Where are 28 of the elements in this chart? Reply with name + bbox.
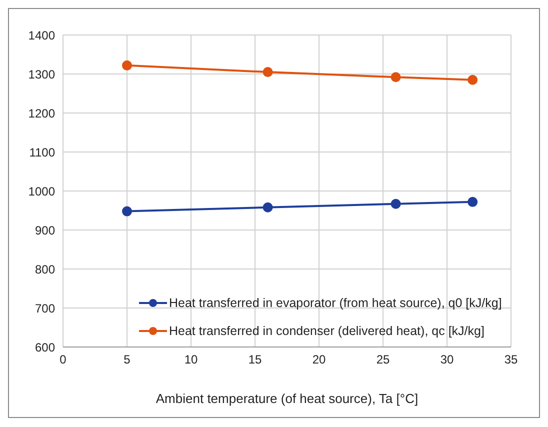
point: [468, 74, 478, 85]
x-axis-title: Ambient temperature (of heat source), Ta [°C]: [156, 391, 418, 406]
y-tick-label: 600: [34, 340, 56, 354]
y-tick-label: 1300: [28, 67, 56, 82]
y-tick-label: 800: [34, 262, 56, 276]
legend-label: Heat transferred in evaporator (from heat source), q0 [kJ/kg]: [169, 296, 502, 310]
y-tick-label: 900: [34, 223, 56, 238]
x-tick-label: 30: [440, 352, 454, 367]
point: [122, 206, 132, 216]
x-tick-label: 35: [504, 352, 518, 367]
y-tick-label: 1000: [28, 184, 56, 198]
point: [390, 72, 401, 82]
y-tick-label: 1100: [29, 145, 56, 160]
x-tick-label: 0: [60, 352, 67, 367]
y-tick-label: 1400: [28, 28, 56, 42]
point: [262, 67, 273, 78]
point: [122, 60, 132, 70]
point: [390, 198, 401, 209]
legend-label: Heat transferred in condenser (delivered heat), qc [kJ/kg]: [169, 324, 484, 338]
x-tick-label: 20: [312, 352, 326, 367]
y-tick-label: 1200: [28, 106, 56, 120]
point: [468, 196, 478, 207]
x-tick-label: 15: [248, 352, 262, 367]
x-tick-label: 5: [124, 352, 131, 367]
y-tick-label: 700: [34, 301, 56, 316]
x-tick-label: 10: [184, 352, 198, 367]
x-tick-label: 25: [376, 352, 390, 367]
point: [262, 202, 273, 212]
